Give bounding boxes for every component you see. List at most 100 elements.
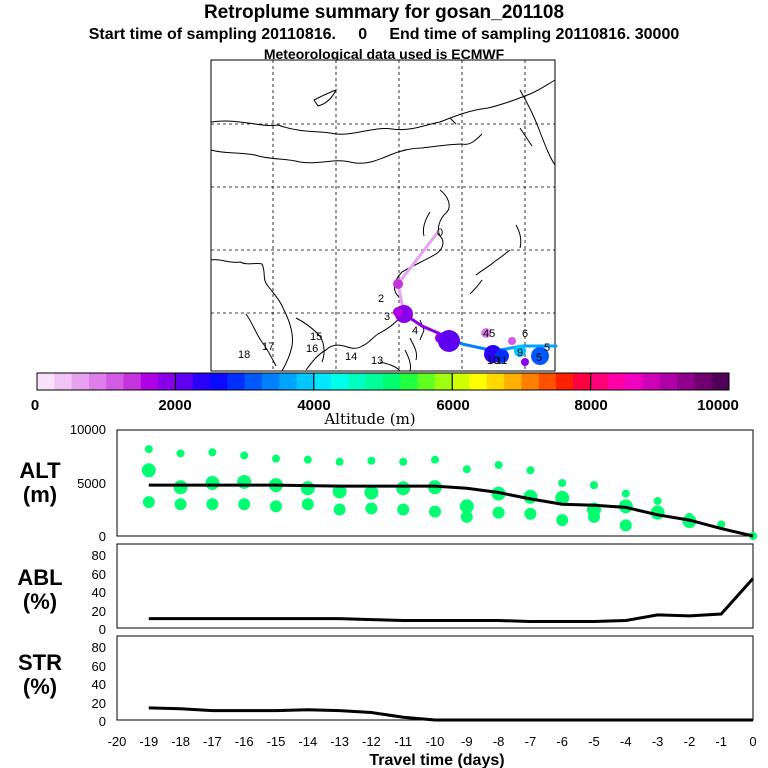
x-tick-label: -10 (426, 734, 445, 749)
x-tick-label: -14 (298, 734, 317, 749)
alt-cluster-point (270, 500, 282, 513)
colorbar-swatch (279, 373, 297, 390)
x-tick-label: -2 (684, 734, 696, 749)
colorbar-swatch (54, 373, 73, 390)
x-tick-label: -20 (108, 734, 127, 749)
trajectory-day-labels: 0 2 3 4 45 6 5 5 9 10 11 13 14 15 16 17 … (238, 227, 550, 367)
chart-title: Retroplume summary for gosan_201108 (203, 2, 565, 23)
alt-cluster-point (717, 520, 726, 529)
str-line (148, 706, 753, 722)
colorbar-swatch (348, 373, 367, 390)
x-tick-label: -5 (588, 734, 600, 749)
x-axis-label: Travel time (days) (369, 752, 504, 768)
alt-cluster-point (431, 455, 439, 464)
alt-cluster-point (590, 481, 598, 490)
colorbar-swatch (659, 373, 678, 390)
x-tick-label: -7 (525, 734, 537, 749)
alt-cluster-point (397, 503, 410, 516)
alt-cluster-point (333, 503, 346, 516)
abl-line (148, 577, 755, 623)
colorbar-swatch (313, 373, 332, 390)
alt-mean-line (148, 483, 754, 538)
colorbar-tick-labels: 0 2000 4000 6000 8000 10000 (31, 397, 739, 414)
map-frame (210, 59, 556, 372)
day-label-5: 5 (544, 342, 550, 354)
x-tick-label: -3 (652, 734, 664, 749)
alt-cluster-point (399, 457, 408, 466)
colorbar-swatch (452, 373, 470, 390)
colorbar-swatch (625, 373, 643, 390)
alt-cluster-point (364, 485, 379, 500)
day-label-4: 4 (412, 325, 418, 337)
alt-cluster-point (237, 474, 252, 489)
alt-cluster-point (240, 451, 249, 460)
x-tick-label: -1 (715, 734, 727, 749)
colorbar-swatch (106, 373, 124, 390)
colorbar-swatch (123, 373, 142, 390)
colorbar-swatch (677, 373, 695, 390)
str-panel-frame (116, 635, 754, 721)
alt-cluster-point (556, 514, 569, 527)
alt-cluster-point (173, 480, 188, 495)
x-tick-label: -16 (235, 734, 254, 749)
alt-cluster-point (653, 497, 662, 506)
colorbar-tick-0: 0 (31, 397, 39, 414)
x-tick-label: -13 (330, 734, 349, 749)
colorbar-swatch (486, 373, 505, 390)
trajectory-cluster-markers (393, 279, 549, 366)
alt-cluster-point (174, 498, 187, 511)
colorbar-tick-6000: 6000 (436, 397, 469, 414)
alt-panel: ALT (m) 10000 5000 0 (19, 422, 757, 544)
day-label-17: 17 (262, 341, 274, 353)
abl-panel-frame (116, 543, 754, 629)
cluster-marker (531, 347, 549, 365)
x-tick-label: -17 (203, 734, 222, 749)
day-label-6: 6 (522, 328, 528, 340)
alt-cluster-point (621, 489, 630, 498)
colorbar-swatch (158, 373, 176, 390)
colorbar-swatch (192, 373, 211, 390)
x-tick-label: -11 (394, 734, 412, 749)
x-tick-label: -15 (267, 734, 286, 749)
alt-cluster-point (429, 505, 441, 518)
x-tick-label: -4 (620, 734, 632, 749)
colorbar-swatch (590, 373, 609, 390)
colorbar-swatch (88, 373, 107, 390)
cluster-marker (495, 349, 509, 363)
alt-cluster-point (555, 490, 570, 505)
day-label-9: 9 (517, 347, 523, 359)
alt-panel-frame (116, 429, 754, 537)
alt-cluster-point (208, 448, 217, 457)
x-tick-label: -19 (139, 734, 158, 749)
alt-cluster-point (176, 449, 185, 458)
abl-ytick: 60 (92, 567, 106, 582)
colorbar-swatch (140, 373, 159, 390)
alt-cluster-point (303, 455, 312, 464)
colorbar-frame (36, 372, 730, 391)
colorbar-swatch (607, 373, 626, 390)
day-label-11: 11 (496, 355, 507, 367)
alt-cluster-point (238, 498, 251, 511)
day-label-3: 3 (384, 311, 390, 323)
met-data-info: Meteorological data used is ECMWF (263, 46, 505, 62)
str-ytick: 0 (99, 714, 106, 729)
x-tick-label: -6 (556, 734, 568, 749)
day-label-18: 18 (238, 349, 250, 361)
colorbar-tick-2000: 2000 (158, 397, 191, 414)
colorbar-swatch (504, 373, 522, 390)
colorbar-swatch (71, 373, 90, 390)
cluster-marker (481, 328, 491, 338)
abl-ytick-labels: 80 60 40 20 0 (92, 548, 106, 637)
alt-cluster-point (396, 481, 411, 496)
colorbar-swatch (296, 373, 315, 390)
alt-cluster-point (462, 465, 471, 474)
abl-panel: ABL (%) 80 60 40 20 0 (17, 543, 755, 637)
cluster-marker (521, 358, 529, 366)
x-tick-label: -18 (171, 734, 190, 749)
alt-cluster-point (142, 496, 155, 509)
alt-cluster-point (526, 466, 535, 475)
colorbar-swatch (400, 373, 419, 390)
str-ytick: 40 (92, 677, 106, 692)
str-ytick: 80 (92, 640, 106, 655)
colorbar-tick-10000: 10000 (697, 397, 739, 414)
